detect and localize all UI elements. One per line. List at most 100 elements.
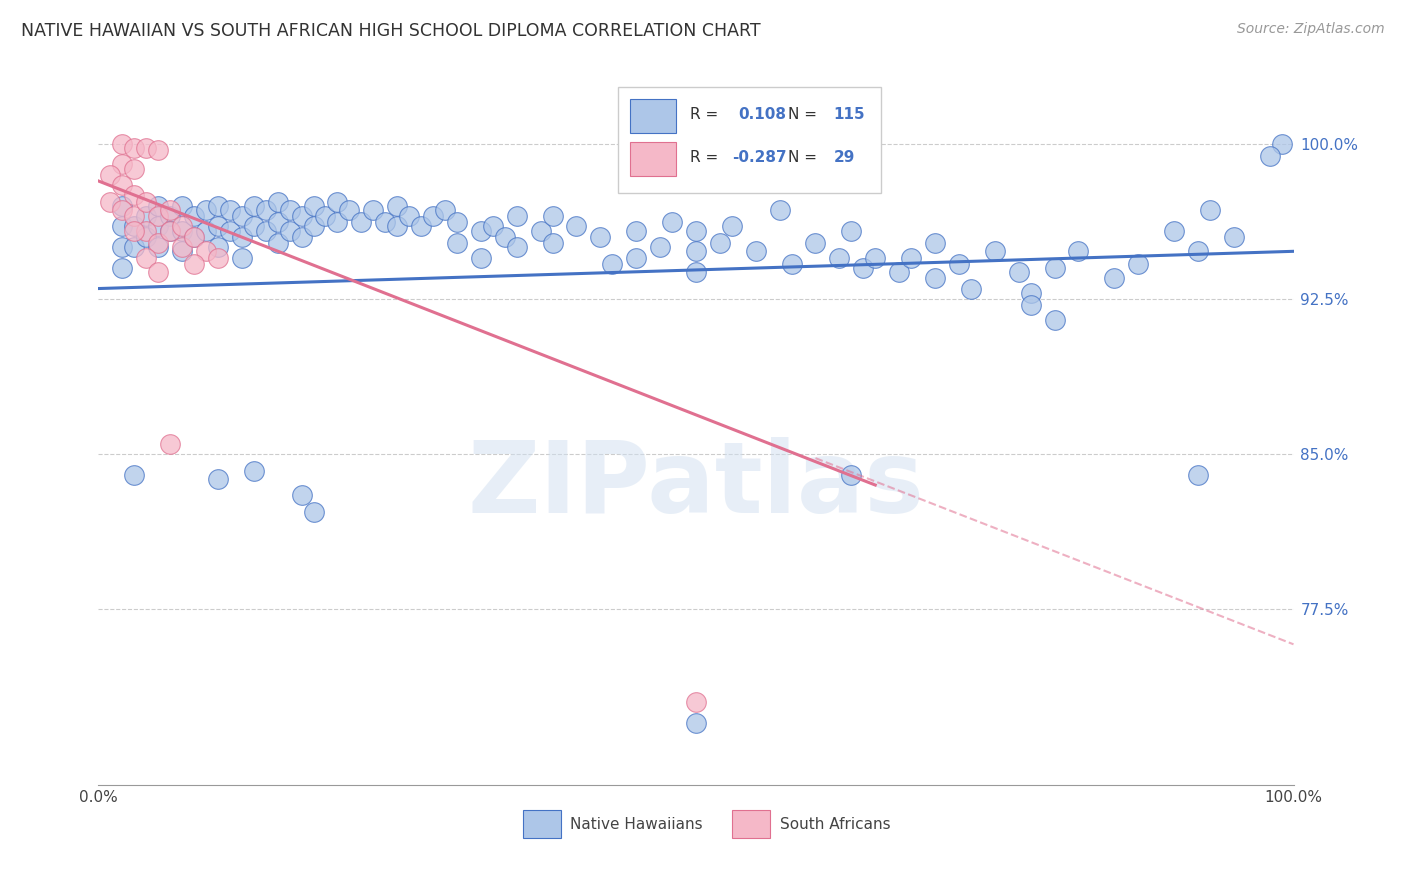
Point xyxy=(254,202,277,217)
Point xyxy=(302,219,325,234)
Point xyxy=(148,265,170,279)
Point xyxy=(841,467,863,482)
Point xyxy=(648,240,672,254)
Point xyxy=(470,224,492,238)
Point xyxy=(278,202,301,217)
Text: ZIPatlas: ZIPatlas xyxy=(468,437,924,533)
Point xyxy=(111,260,134,275)
Point xyxy=(111,202,134,217)
Point xyxy=(124,141,146,155)
Point xyxy=(1187,244,1209,259)
Text: 29: 29 xyxy=(834,150,855,165)
Point xyxy=(231,251,253,265)
Point xyxy=(124,467,146,482)
Point xyxy=(183,230,205,244)
Point xyxy=(721,219,744,234)
Point xyxy=(685,224,707,238)
Point xyxy=(111,219,134,234)
Point xyxy=(159,202,181,217)
Point xyxy=(243,199,266,213)
Point xyxy=(350,215,373,229)
Point xyxy=(422,209,444,223)
Point xyxy=(148,240,170,254)
Point xyxy=(148,209,170,223)
Point xyxy=(685,244,707,259)
Point xyxy=(1019,298,1042,312)
Point xyxy=(159,224,181,238)
Point xyxy=(135,141,157,155)
Point xyxy=(984,244,1007,259)
Point xyxy=(924,235,946,250)
Point xyxy=(661,215,683,229)
Point xyxy=(385,219,409,234)
Text: South Africans: South Africans xyxy=(779,817,890,831)
Point xyxy=(302,199,325,213)
Point xyxy=(183,230,205,244)
Point xyxy=(900,251,922,265)
Point xyxy=(1067,244,1090,259)
Point xyxy=(207,472,229,486)
Point xyxy=(207,251,229,265)
Point xyxy=(804,235,827,250)
Point xyxy=(326,215,349,229)
Point xyxy=(111,178,134,193)
Point xyxy=(148,199,170,213)
Point xyxy=(231,230,253,244)
Point xyxy=(207,219,229,234)
Point xyxy=(889,265,911,279)
Point xyxy=(172,199,194,213)
Point xyxy=(148,219,170,234)
Point xyxy=(278,224,301,238)
Point xyxy=(148,235,170,250)
Point xyxy=(159,224,181,238)
Point xyxy=(195,202,218,217)
Point xyxy=(374,215,396,229)
Point xyxy=(291,230,314,244)
Point xyxy=(685,695,707,709)
Point xyxy=(626,251,648,265)
Point xyxy=(841,224,863,238)
Point xyxy=(506,209,529,223)
Point xyxy=(685,265,707,279)
Point xyxy=(148,143,170,157)
Point xyxy=(385,199,409,213)
Text: -0.287: -0.287 xyxy=(733,150,786,165)
Point xyxy=(685,715,707,730)
Point xyxy=(159,436,181,450)
Point xyxy=(411,219,433,234)
Point xyxy=(446,235,468,250)
Point xyxy=(626,224,648,238)
Point xyxy=(111,199,134,213)
Point xyxy=(768,202,790,217)
Point xyxy=(470,251,492,265)
Point xyxy=(207,240,229,254)
Point xyxy=(1019,285,1042,300)
Point xyxy=(207,199,229,213)
Point xyxy=(541,209,564,223)
Point xyxy=(960,281,983,295)
Point xyxy=(111,157,134,171)
Point xyxy=(291,488,314,502)
Point xyxy=(1008,265,1031,279)
Point xyxy=(745,244,768,259)
Point xyxy=(135,224,157,238)
Point xyxy=(135,209,157,223)
Point xyxy=(481,219,505,234)
Point xyxy=(948,257,970,271)
FancyBboxPatch shape xyxy=(630,99,676,134)
Point xyxy=(172,244,194,259)
Point xyxy=(111,136,134,151)
Point xyxy=(124,188,146,202)
Point xyxy=(183,209,205,223)
Point xyxy=(1187,467,1209,482)
FancyBboxPatch shape xyxy=(733,810,770,838)
Point xyxy=(267,235,290,250)
Point xyxy=(1043,312,1066,326)
Point xyxy=(302,505,325,519)
Point xyxy=(124,240,146,254)
Point xyxy=(1043,260,1066,275)
Text: Native Hawaiians: Native Hawaiians xyxy=(571,817,703,831)
Point xyxy=(159,209,181,223)
Point xyxy=(1271,136,1294,151)
Point xyxy=(1223,230,1246,244)
